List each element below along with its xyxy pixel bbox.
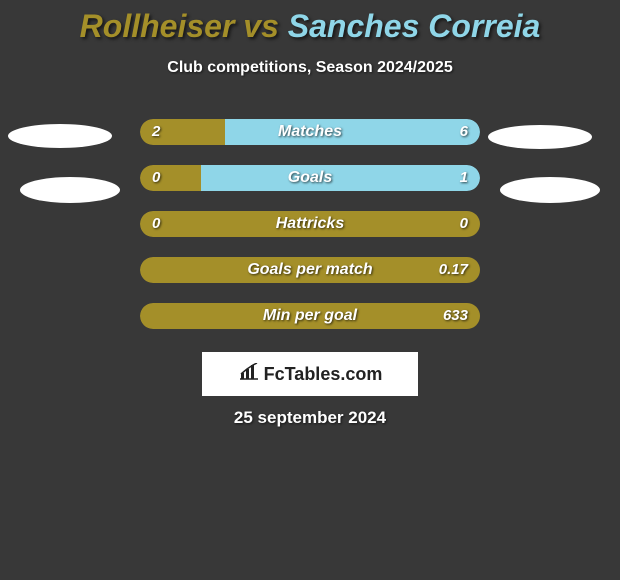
side-ellipse	[8, 124, 112, 148]
title-player2: Sanches Correia	[288, 8, 541, 44]
stat-row: 633Min per goal	[0, 303, 620, 329]
stat-rows: 26Matches01Goals00Hattricks0.17Goals per…	[0, 119, 620, 329]
bar-track	[140, 257, 480, 283]
side-ellipse	[488, 125, 592, 149]
title-vs: vs	[243, 8, 287, 44]
stat-row: 00Hattricks	[0, 211, 620, 237]
bar-track	[140, 119, 480, 145]
date-text: 25 september 2024	[0, 408, 620, 428]
side-ellipse	[20, 177, 120, 203]
bar-track	[140, 211, 480, 237]
stat-value-left: 0	[152, 211, 160, 237]
bar-track	[140, 303, 480, 329]
stat-value-right: 1	[460, 165, 468, 191]
fctables-logo: FcTables.com	[202, 352, 418, 396]
bar-chart-icon	[238, 363, 260, 386]
stat-value-right: 633	[443, 303, 468, 329]
side-ellipse	[500, 177, 600, 203]
logo-text: FcTables.com	[264, 364, 383, 385]
bar-right-fill	[225, 119, 480, 145]
stat-row: 0.17Goals per match	[0, 257, 620, 283]
bar-track	[140, 165, 480, 191]
bar-left-fill	[140, 257, 480, 283]
stat-value-left: 2	[152, 119, 160, 145]
subtitle: Club competitions, Season 2024/2025	[0, 59, 620, 77]
bar-left-fill	[140, 165, 201, 191]
stat-value-right: 0.17	[439, 257, 468, 283]
title-player1: Rollheiser	[80, 8, 235, 44]
bar-left-fill	[140, 303, 480, 329]
page-title: Rollheiser vs Sanches Correia	[0, 0, 620, 45]
stat-value-left: 0	[152, 165, 160, 191]
bar-left-fill	[140, 211, 480, 237]
stat-value-right: 0	[460, 211, 468, 237]
stat-value-right: 6	[460, 119, 468, 145]
bar-right-fill	[201, 165, 480, 191]
